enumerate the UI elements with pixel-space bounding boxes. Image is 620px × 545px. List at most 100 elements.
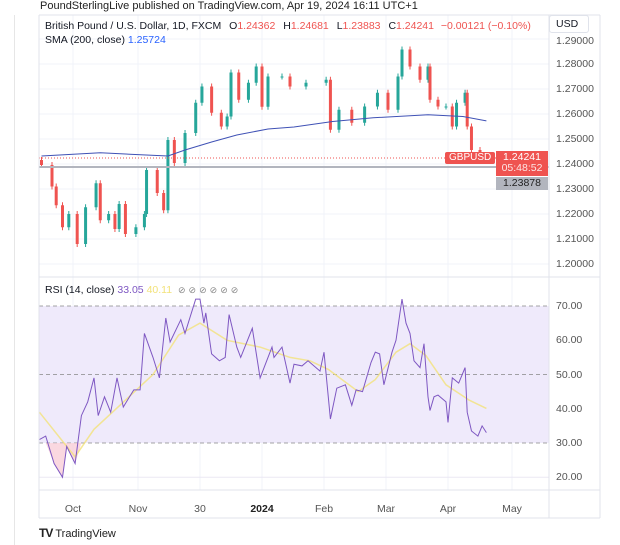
sma-200-line bbox=[41, 114, 487, 157]
candle bbox=[408, 46, 412, 70]
candle-body bbox=[246, 82, 250, 100]
eye-off-icon[interactable]: ⊘ bbox=[220, 285, 228, 295]
price-tick-label: 1.21000 bbox=[556, 233, 594, 245]
candle bbox=[324, 76, 328, 86]
candle-body bbox=[465, 92, 469, 127]
candle-body bbox=[117, 204, 121, 229]
last-price-label: 1.24241 05:48:52 bbox=[496, 151, 548, 176]
candle-body bbox=[134, 227, 138, 234]
candle bbox=[94, 180, 98, 211]
candle bbox=[436, 96, 440, 110]
price-tick-label: 1.29000 bbox=[556, 35, 594, 47]
candle-body bbox=[67, 214, 71, 228]
currency-button[interactable]: USD bbox=[549, 15, 589, 33]
eye-off-icon[interactable]: ⊘ bbox=[199, 285, 207, 295]
time-tick-label: Apr bbox=[439, 503, 457, 515]
candle bbox=[166, 137, 170, 214]
candle-body bbox=[145, 170, 149, 214]
candle bbox=[304, 79, 308, 90]
eye-off-icon[interactable]: ⊘ bbox=[188, 285, 197, 295]
price-tick-label: 1.23000 bbox=[556, 183, 594, 195]
time-tick-label: May bbox=[502, 503, 522, 515]
instrument-title: British Pound / U.S. Dollar, 1D, FXCM bbox=[45, 20, 222, 32]
symbol-legend: British Pound / U.S. Dollar, 1D, FXCM O 1… bbox=[45, 20, 531, 32]
candle-body bbox=[183, 133, 187, 163]
candle-body bbox=[463, 92, 467, 103]
candle-body bbox=[436, 99, 440, 107]
open-label: O bbox=[229, 20, 238, 32]
candle bbox=[280, 73, 284, 80]
candle-body bbox=[304, 82, 308, 87]
candle bbox=[418, 63, 422, 83]
candle bbox=[194, 99, 198, 136]
candle-body bbox=[426, 66, 430, 80]
candle bbox=[113, 211, 117, 232]
candle bbox=[465, 89, 469, 130]
rsi-ma-line bbox=[38, 322, 487, 458]
candle-body bbox=[94, 183, 98, 208]
eye-off-icon[interactable]: ⊘ bbox=[209, 285, 218, 295]
close-label: C bbox=[388, 20, 397, 32]
candle-body bbox=[107, 214, 111, 221]
rsi-band-lines bbox=[39, 305, 549, 444]
bar-countdown: 05:48:52 bbox=[501, 162, 543, 174]
high-value: 1.24681 bbox=[290, 20, 329, 32]
candle bbox=[288, 73, 292, 90]
line-level-label: 1.23878 bbox=[496, 177, 548, 190]
candle-body bbox=[418, 66, 422, 80]
candle-body bbox=[469, 126, 473, 150]
candle bbox=[98, 180, 102, 224]
candle bbox=[375, 89, 379, 110]
tradingview-logo-text: TradingView bbox=[55, 528, 116, 540]
sma-legend[interactable]: SMA (200, close) 1.25724 bbox=[45, 34, 166, 46]
candle-body bbox=[142, 214, 146, 228]
candle-body bbox=[363, 106, 367, 123]
rsi-tick-label: 30.00 bbox=[556, 437, 583, 449]
candle bbox=[54, 183, 58, 209]
sma-value: 1.25724 bbox=[127, 34, 166, 46]
candle bbox=[444, 103, 448, 110]
candle-body bbox=[400, 49, 404, 77]
time-tick-label: 2024 bbox=[250, 503, 274, 515]
candle bbox=[246, 79, 250, 103]
candle bbox=[61, 202, 64, 231]
rsi-legend[interactable]: RSI (14, close) 33.05 40.11 ⊘ ⊘ ⊘ ⊘ ⊘ ⊘ bbox=[45, 284, 238, 296]
eye-off-icon[interactable]: ⊘ bbox=[178, 285, 186, 295]
price-tick-label: 1.20000 bbox=[556, 258, 594, 270]
candle-body bbox=[450, 106, 454, 127]
candle-body bbox=[200, 86, 204, 103]
candle-body bbox=[266, 76, 270, 107]
candle bbox=[142, 211, 146, 231]
candle-body bbox=[229, 72, 233, 117]
price-tick-label: 1.24000 bbox=[556, 158, 594, 170]
candle-body bbox=[40, 160, 43, 165]
candles bbox=[40, 46, 488, 247]
candle bbox=[183, 130, 187, 166]
chart-frame bbox=[14, 15, 615, 545]
rsi-line bbox=[39, 298, 487, 479]
candle bbox=[426, 63, 430, 83]
candle-body bbox=[113, 214, 117, 229]
symbol-price-label: GBPUSD bbox=[445, 152, 496, 164]
candle-body bbox=[408, 49, 412, 67]
candle-body bbox=[328, 79, 332, 130]
candle bbox=[84, 204, 88, 247]
candle bbox=[219, 109, 223, 130]
candle bbox=[107, 211, 111, 224]
candle bbox=[229, 69, 233, 120]
candle-body bbox=[237, 72, 241, 100]
change-value: −0.00121 (−0.10%) bbox=[440, 20, 531, 32]
eye-off-icon[interactable]: ⊘ bbox=[230, 285, 239, 295]
publisher-line: PoundSterlingLive published on TradingVi… bbox=[40, 0, 418, 12]
low-value: 1.23883 bbox=[342, 20, 381, 32]
candle bbox=[450, 103, 454, 130]
rsi-tick-label: 50.00 bbox=[556, 368, 583, 381]
tradingview-logo[interactable]: TV TradingView bbox=[39, 526, 116, 540]
tradingview-logo-icon: TV bbox=[39, 526, 53, 540]
candle bbox=[455, 99, 459, 130]
price-tick-label: 1.26000 bbox=[556, 108, 594, 120]
time-tick-label: Oct bbox=[64, 503, 82, 515]
rsi-tick-label: 70.00 bbox=[556, 300, 583, 312]
rsi-value: 33.05 bbox=[117, 284, 144, 296]
